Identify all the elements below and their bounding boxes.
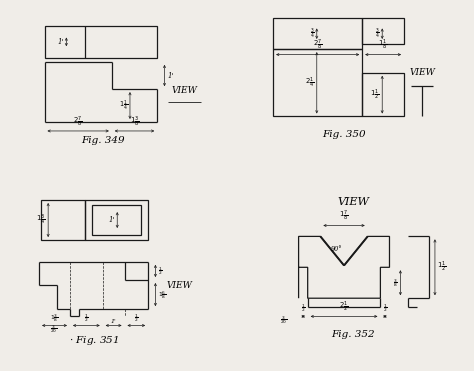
Text: $\frac{3}{8}$: $\frac{3}{8}$ [393,277,398,289]
Text: $1\frac{1}{4}$: $1\frac{1}{4}$ [119,98,128,112]
Text: $2\frac{7}{8}$: $2\frac{7}{8}$ [313,38,322,52]
Text: 1': 1' [109,216,115,224]
Text: $\frac{1}{2}$: $\frac{1}{2}$ [301,302,306,314]
Text: $1\frac{1}{8}$: $1\frac{1}{8}$ [378,38,388,52]
Text: $\frac{1}{2}$: $\frac{1}{2}$ [383,302,387,314]
Bar [362,18,404,44]
Text: $\frac{3}{4}$: $\frac{3}{4}$ [375,27,380,41]
Text: $\frac{3}{20}$: $\frac{3}{20}$ [50,323,57,335]
Text: 1': 1' [167,72,173,79]
Text: $2\frac{1}{2}$: $2\frac{1}{2}$ [339,300,349,314]
Bar [362,73,404,116]
Bar [92,206,141,234]
Text: VIEW: VIEW [337,197,369,207]
Text: $1\frac{3}{8}$: $1\frac{3}{8}$ [130,115,139,129]
Text: Fig. 349: Fig. 349 [81,135,125,145]
Text: 90°: 90° [331,245,343,253]
Text: VIEW: VIEW [172,86,198,95]
Text: $\frac{3}{4}$: $\frac{3}{4}$ [310,27,315,41]
Bar [273,49,362,116]
Text: VIEW: VIEW [409,68,435,77]
Text: $1\frac{7}{8}$: $1\frac{7}{8}$ [339,209,349,223]
Text: $\frac{3}{20}$: $\frac{3}{20}$ [280,314,288,326]
Text: $1\frac{6}{8}$: $1\frac{6}{8}$ [157,289,166,301]
Text: 1': 1' [111,319,117,324]
Text: $1\frac{1}{2}$: $1\frac{1}{2}$ [437,260,447,275]
Text: 1': 1' [57,38,64,46]
Text: $\frac{1}{2}$: $\frac{1}{2}$ [157,265,163,277]
Text: $\frac{1}{2}$: $\frac{1}{2}$ [134,312,139,324]
Text: $\frac{1}{2}$: $\frac{1}{2}$ [84,312,89,324]
Text: $1\frac{3}{8}$: $1\frac{3}{8}$ [50,312,59,324]
Text: VIEW: VIEW [166,281,192,290]
Text: $\cdot$ Fig. 351: $\cdot$ Fig. 351 [69,334,118,347]
Text: Fig. 350: Fig. 350 [322,130,366,139]
Bar [45,26,157,58]
Text: $1\frac{1}{2}$: $1\frac{1}{2}$ [371,88,380,102]
Bar [41,200,84,240]
Bar [84,200,148,240]
Text: $2\frac{1}{4}$: $2\frac{1}{4}$ [305,76,315,90]
Text: $1\frac{3}{4}$: $1\frac{3}{4}$ [36,213,46,227]
Text: Fig. 352: Fig. 352 [331,330,375,339]
Bar [273,18,362,49]
Text: $2\frac{7}{8}$: $2\frac{7}{8}$ [73,115,83,129]
